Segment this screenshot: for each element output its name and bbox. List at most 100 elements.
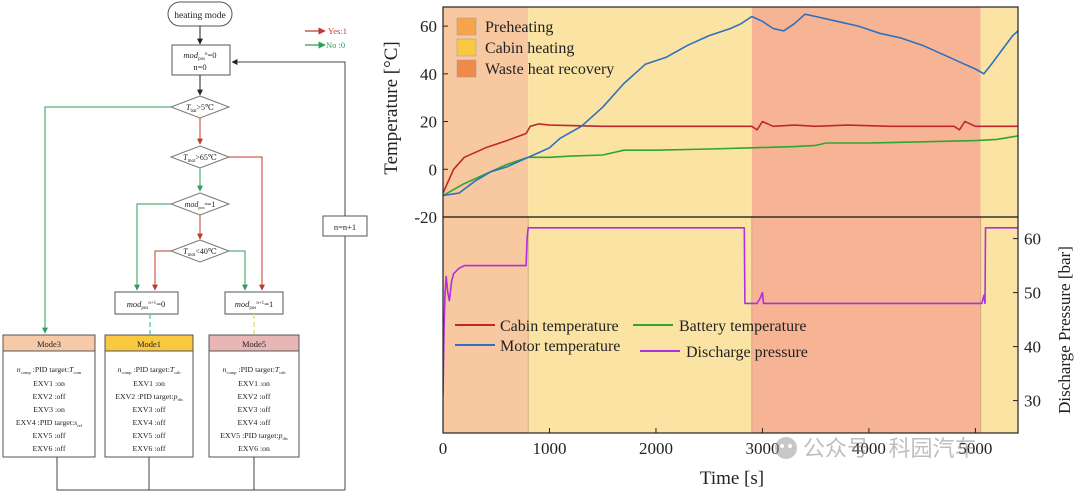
bottom-y-tick-label-30: 30 — [1024, 392, 1041, 411]
mode3-frame — [2, 334, 96, 458]
mode1-exv6: EXV6 :off — [133, 444, 166, 453]
y-axis-title-pressure: Discharge Pressure [bar] — [1055, 246, 1074, 414]
phase-band-top-2-waste-heat-recovery — [751, 7, 981, 217]
watermark-text: 公众号 · 科园汽车 — [803, 436, 977, 461]
arrow-d2-yes-assign1 — [229, 156, 265, 291]
x-axis-title: Time [s] — [700, 468, 764, 489]
phase-band-bottom-2-waste-heat-recovery — [751, 217, 981, 433]
x-tick-label-1000: 1000 — [532, 439, 566, 458]
x-tick-label-4000: 4000 — [852, 439, 886, 458]
x-tick-label-0: 0 — [439, 439, 448, 458]
legend-label-preheating: Preheating — [485, 19, 553, 36]
mode5-exv2: EXV2 :off — [238, 392, 271, 401]
x-tick-label-3000: 3000 — [745, 439, 779, 458]
mode3-exv6: EXV6 :off — [33, 444, 66, 453]
mode5-exv4: EXV4 :off — [238, 418, 271, 427]
legend-label-cabin-heating: Cabin heating — [485, 40, 574, 57]
loop-back-line — [231, 59, 346, 490]
phase-band-top-1-cabin-heating — [528, 7, 752, 217]
mode1-exv3: EXV3 :off — [133, 405, 166, 414]
axes: 0 1000 2000 3000 4000 5000 -20 0 20 40 60 30 40 50 60 — [414, 17, 1041, 458]
decision-prev-mode-label: modposn=1 — [185, 200, 216, 210]
control-flowchart: heating mode Yes:1 No :0 modposn=0 n=0 n… — [2, 1, 368, 491]
legend-label-cabin-temperature: Cabin temperature — [500, 318, 619, 335]
mode5-frame — [208, 334, 300, 458]
mode5-header — [208, 334, 300, 352]
series-bottom-panel — [443, 227, 1018, 396]
mode5-exv3: EXV3 :off — [238, 405, 271, 414]
series-top-panel — [443, 13, 1018, 197]
phase-legend: Preheating Cabin heating Waste heat reco… — [456, 17, 614, 78]
watermark-logo-icon — [775, 437, 797, 459]
mode3-exv1: EXV1 :on — [33, 379, 65, 388]
top-y-tick-label--20: -20 — [414, 208, 437, 227]
bottom-y-tick-label-60: 60 — [1024, 230, 1041, 249]
mode1-frame — [104, 334, 194, 458]
decision-motor-hot-label: Tmot>65℃ — [183, 153, 217, 164]
bottom-panel-frame — [442, 216, 1019, 434]
assign-mode0-label: modposn+1=0 — [127, 299, 165, 311]
mode5-title: Mode5 — [242, 339, 266, 349]
bottom-y-tick-label-40: 40 — [1024, 338, 1041, 357]
decision-motor-cool-label: Tmot<40℃ — [183, 247, 217, 258]
mode1-box: Mode1 ncomp :PID target:Tcab EXV1 :on EX… — [104, 334, 194, 458]
init-line1: modposn=0 — [183, 50, 216, 62]
temperature-pressure-chart: 0 1000 2000 3000 4000 5000-20020406030405060 … — [381, 6, 1074, 489]
mode1-compressor: ncomp :PID target:Tcab — [118, 365, 182, 375]
series-line-cabin-temperature — [443, 120, 1018, 194]
mode3-exv5: EXV5 :off — [33, 431, 66, 440]
decision-motor-cool — [169, 239, 231, 263]
arrow-d4-no-assign1 — [229, 250, 248, 291]
legend-swatch-preheating — [456, 17, 477, 36]
x-tick-label-5000: 5000 — [958, 439, 992, 458]
phase-band-top-0-preheating — [443, 7, 529, 217]
mode1-exv4: EXV4 :off — [133, 418, 166, 427]
mode3-title: Mode3 — [37, 339, 61, 349]
phase-band-top-3-cabin-heating — [980, 7, 1018, 217]
mode5-compressor: ncomp :PID target:Tcab — [223, 365, 287, 375]
legend-label-waste-heat: Waste heat recovery — [485, 61, 614, 78]
assign-mode0-box — [114, 291, 179, 315]
mode3-exv4: EXV4 :PID target:sref — [16, 418, 83, 428]
init-line2: n=0 — [193, 62, 206, 72]
series-legend: Cabin temperature Battery temperature Mo… — [455, 318, 808, 361]
phase-band-bottom-3-cabin-heating — [980, 217, 1018, 433]
mode1-title: Mode1 — [137, 339, 161, 349]
mode3-exv3: EXV3 :on — [33, 405, 65, 414]
series-line-battery-temperature — [443, 135, 1018, 197]
legend-yes-label: Yes:1 — [328, 26, 347, 36]
mode1-exv1: EXV1 :on — [133, 379, 165, 388]
mode5-exv1: EXV1 :on — [238, 379, 270, 388]
watermark-logo-eye-right — [788, 444, 792, 448]
top-y-tick-label-60: 60 — [420, 17, 437, 36]
legend-swatch-waste-heat — [456, 59, 477, 78]
arrow-d3-no-assign0 — [134, 203, 171, 291]
mode3-exv2: EXV2 :off — [33, 392, 66, 401]
top-y-tick-label-40: 40 — [420, 65, 437, 84]
mode5-exv6: EXV6 :on — [238, 444, 270, 453]
top-y-tick-label-20: 20 — [420, 113, 437, 132]
watermark: 公众号 · 科园汽车 — [775, 436, 977, 461]
watermark-logo-eye-left — [780, 444, 784, 448]
mode5-box: Mode5 ncomp :PID target:Tcab EXV1 :on EX… — [208, 334, 300, 458]
y-axis-title-temperature: Temperature [°C] — [381, 41, 402, 174]
mode3-box: Mode3 ncomp :PID target:Tcom EXV1 :on EX… — [2, 334, 96, 458]
legend-label-discharge-pressure: Discharge pressure — [686, 344, 808, 361]
decision-battery-temp-label: Tbat>5℃ — [186, 103, 214, 114]
mode5-exv5: EXV5 :PID target:pdis — [220, 431, 288, 441]
legend-label-motor-temperature: Motor temperature — [500, 338, 620, 355]
top-y-tick-label-0: 0 — [429, 160, 438, 179]
collector-line — [56, 457, 345, 491]
legend-label-battery-temperature: Battery temperature — [679, 318, 807, 335]
arrow-d4-yes-assign0 — [152, 250, 171, 291]
decision-prev-mode — [169, 192, 231, 216]
legend-no-label: No :0 — [326, 40, 345, 50]
start-label: heating mode — [174, 11, 225, 21]
x-tick-label-2000: 2000 — [639, 439, 673, 458]
mode1-exv2: EXV2 :PID target:pdis — [115, 392, 183, 402]
phase-bands-bottom — [443, 217, 1018, 433]
assign-mode1-label: modposn+1=1 — [235, 299, 273, 311]
bottom-y-tick-label-50: 50 — [1024, 284, 1041, 303]
series-line-discharge-pressure — [443, 227, 1018, 396]
